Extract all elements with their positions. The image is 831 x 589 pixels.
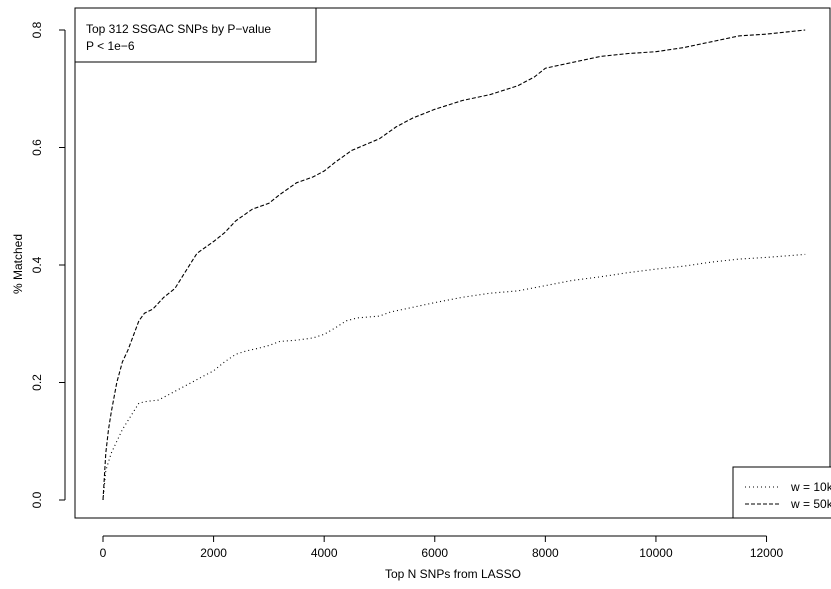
legend-label-w50k: w = 50k (790, 497, 831, 511)
x-tick-label: 10000 (639, 546, 673, 560)
y-axis-label: % Matched (11, 234, 25, 294)
x-ticks: 0 2000 4000 6000 8000 10000 12000 (100, 536, 784, 560)
legend-label-w10k: w = 10k (790, 480, 831, 494)
annotation-box: Top 312 SSGAC SNPs by P−value P < 1e−6 (74, 7, 317, 63)
legend: w = 10k w = 50k (732, 466, 831, 519)
x-tick-label: 4000 (311, 546, 338, 560)
y-tick-label: 0.8 (30, 21, 44, 38)
y-tick-label: 0.2 (30, 374, 44, 391)
y-tick-label: 0.4 (30, 256, 44, 273)
y-tick-label: 0.6 (30, 139, 44, 156)
series-line-w50k (102, 29, 806, 501)
y-tick-label: 0.0 (30, 491, 44, 508)
annotation-frame (74, 7, 317, 63)
annotation-line-1: Top 312 SSGAC SNPs by P−value (86, 22, 271, 36)
legend-frame (732, 466, 831, 519)
x-tick-label: 8000 (532, 546, 559, 560)
x-axis-label: Top N SNPs from LASSO (385, 567, 521, 581)
x-tick-label: 0 (100, 546, 107, 560)
x-tick-label: 6000 (421, 546, 448, 560)
x-tick-label: 12000 (750, 546, 784, 560)
y-ticks: 0.0 0.2 0.4 0.6 0.8 (30, 21, 65, 508)
annotation-line-2: P < 1e−6 (86, 39, 135, 53)
plot-frame (74, 7, 831, 519)
axes (64, 7, 831, 537)
series-line-w10k (102, 253, 806, 501)
x-tick-label: 2000 (200, 546, 227, 560)
series-layer (102, 29, 806, 501)
